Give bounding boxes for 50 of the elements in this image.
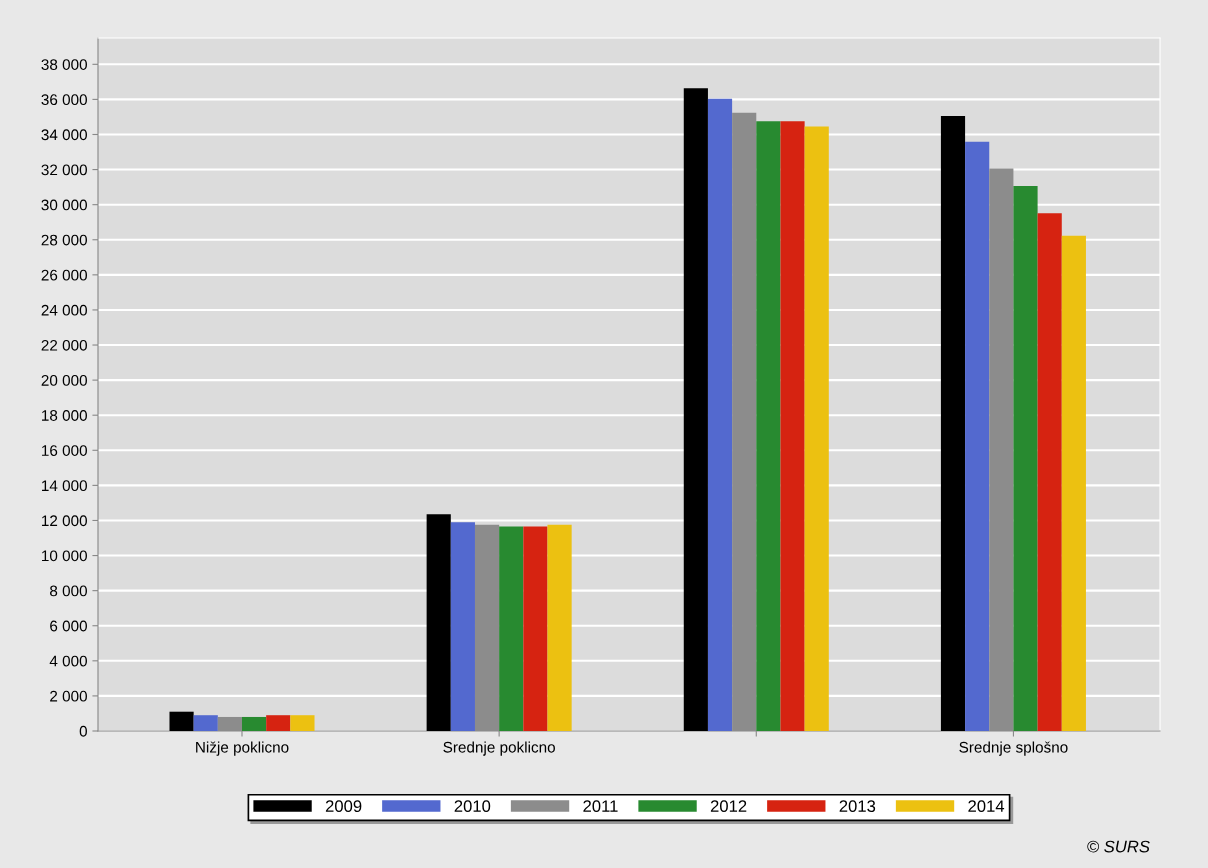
x-tick-label: Nižje poklicno <box>196 741 289 756</box>
y-tick-label: 24 000 <box>41 304 87 316</box>
bar <box>242 716 267 731</box>
y-tick-label: 28 000 <box>41 234 87 246</box>
y-tick-label: 18 000 <box>42 410 87 421</box>
y-tick-label: 8 000 <box>50 585 87 597</box>
y-tick-label: 12 000 <box>42 515 87 527</box>
bar <box>804 126 829 731</box>
bar <box>1061 235 1086 731</box>
legend-label: 2011 <box>583 800 618 813</box>
bar <box>756 121 781 731</box>
bar <box>266 715 291 731</box>
y-tick-label: 20 000 <box>41 374 87 386</box>
bar <box>523 526 548 731</box>
bar <box>547 524 572 731</box>
legend-label: 2010 <box>454 800 491 813</box>
y-tick-label: 36 000 <box>41 94 87 106</box>
bar <box>940 116 966 731</box>
y-tick-label: 2 000 <box>50 690 87 702</box>
y-tick-label: 0 <box>79 725 87 737</box>
y-tick-label: 16 000 <box>42 445 87 456</box>
bar <box>707 98 733 731</box>
y-tick-label: 6 000 <box>50 620 87 632</box>
bar <box>1037 213 1062 731</box>
y-tick-label: 26 000 <box>41 269 87 281</box>
x-tick-label: Srednje poklicno <box>443 741 555 756</box>
bar <box>965 141 990 731</box>
bar <box>290 715 315 731</box>
legend-label: 2013 <box>839 800 876 813</box>
legend-label: 2012 <box>710 800 747 813</box>
bar <box>780 121 805 731</box>
y-tick-label: 4 000 <box>49 655 87 667</box>
y-tick-label: 32 000 <box>41 164 87 176</box>
bar <box>450 522 475 731</box>
bar <box>193 715 218 731</box>
bar <box>499 526 524 731</box>
text: © SURS <box>1087 840 1150 853</box>
legend-label: 2014 <box>968 800 1005 813</box>
y-tick-label: 10 000 <box>42 550 87 562</box>
y-tick-label: 30 000 <box>41 199 87 211</box>
y-tick-label: 22 000 <box>41 339 87 351</box>
legend-label: 2009 <box>325 800 362 813</box>
bar <box>169 711 194 731</box>
x-tick-label: Srednje splošno <box>959 741 1068 756</box>
bar <box>426 514 451 731</box>
y-tick-label: 34 000 <box>41 129 87 141</box>
bar <box>1013 186 1038 731</box>
y-tick-label: 38 000 <box>41 59 87 70</box>
y-tick-label: 14 000 <box>42 480 87 492</box>
bar <box>683 88 708 731</box>
